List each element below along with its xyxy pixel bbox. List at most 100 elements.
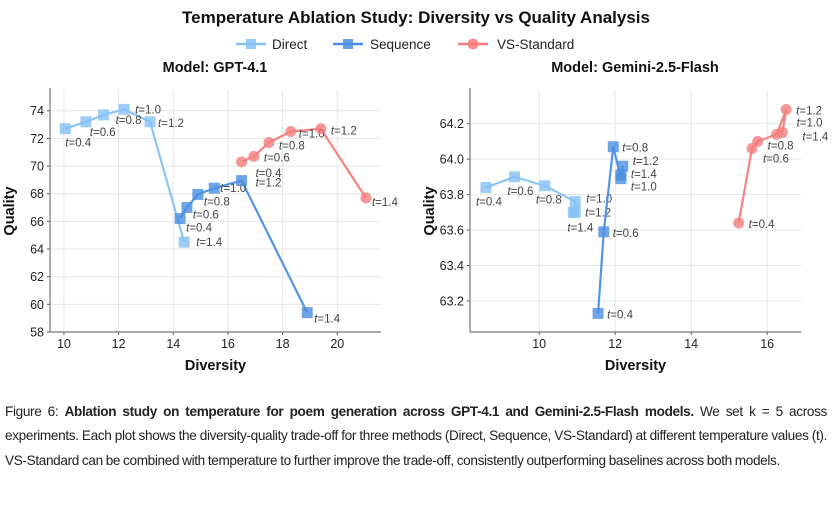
data-point <box>144 116 156 128</box>
data-label: t=1.2 <box>158 118 184 130</box>
data-point <box>263 137 275 149</box>
data-label: t=0.6 <box>613 228 639 240</box>
figure: Temperature Ablation Study: Diversity vs… <box>2 8 829 374</box>
plot-gemini-2-5-flash: Model: Gemini-2.5-Flash 10 12 14 16 63.2 63.4 6… <box>422 60 829 374</box>
data-label: t=0.4 <box>476 197 503 209</box>
y-tick-label: 64.2 <box>440 117 464 131</box>
data-label: t=0.4 <box>186 223 213 235</box>
x-tick-label: 14 <box>166 337 180 351</box>
legend-label-sequence: Sequence <box>370 37 431 52</box>
data-label: t=0.6 <box>193 210 219 222</box>
legend-marker-direct <box>246 39 256 49</box>
data-point <box>236 175 248 187</box>
data-label: t=1.0 <box>797 117 823 129</box>
data-point <box>208 182 220 194</box>
data-label: t=1.2 <box>331 126 357 138</box>
series-vs-standard: t=0.4 t=0.6 t=0.8t=1.0t=1.2 t=1.4 <box>733 104 829 231</box>
data-point <box>178 236 190 248</box>
data-label: t=1.0 <box>220 183 246 195</box>
data-point <box>98 109 110 121</box>
data-point <box>301 307 313 319</box>
data-point <box>752 135 764 147</box>
y-tick-label: 58 <box>30 326 44 340</box>
data-label: t=1.0 <box>586 194 612 206</box>
caption-prefix: Figure 6: <box>5 404 65 419</box>
x-tick-label: 20 <box>330 337 344 351</box>
data-label: t=1.4 <box>196 237 223 249</box>
legend-item-vs-standard: VS-Standard <box>458 37 574 52</box>
series-line <box>737 109 788 224</box>
data-label: t=0.8 <box>116 115 142 127</box>
data-label: t=0.8 <box>768 140 794 152</box>
y-tick-label: 64.0 <box>440 153 464 167</box>
data-point <box>776 127 788 139</box>
y-tick-label: 63.2 <box>440 294 464 308</box>
data-label: t=0.4 <box>65 138 92 150</box>
data-label: t=0.8 <box>536 195 562 207</box>
data-label: t=1.2 <box>256 178 282 190</box>
caption-text: We set k = 5 across experiments. Each pl… <box>5 404 827 468</box>
legend: Direct Sequence VS-Standard <box>236 37 574 52</box>
y-tick-label: 60 <box>30 298 44 312</box>
x-tick-label: 12 <box>608 337 622 351</box>
data-point <box>592 307 604 319</box>
data-point <box>508 171 520 183</box>
x-axis-label: Diversity <box>605 358 666 374</box>
data-point <box>118 103 130 115</box>
data-label: t=0.4 <box>607 309 634 321</box>
y-tick-label: 63.6 <box>440 224 464 238</box>
data-label: t=0.4 <box>256 168 283 180</box>
data-point <box>615 169 627 181</box>
data-label: t=0.8 <box>204 196 230 208</box>
y-tick-label: 68 <box>30 187 44 201</box>
data-label: t=1.4 <box>372 197 399 209</box>
data-label: t=1.4 <box>567 222 594 234</box>
data-label: t=1.4 <box>631 169 658 181</box>
data-point <box>174 213 186 225</box>
x-tick-label: 16 <box>221 337 235 351</box>
plot-title: Model: Gemini-2.5-Flash <box>551 60 719 76</box>
data-label: t=0.6 <box>90 127 116 139</box>
data-point <box>598 226 610 238</box>
x-tick-label: 10 <box>57 337 71 351</box>
data-label: t=1.2 <box>796 106 822 118</box>
data-label: t=1.4 <box>802 132 829 144</box>
data-point <box>360 192 372 204</box>
series-sequence: t=0.4t=0.6t=0.8t=1.0t=1.2t=1.4 <box>592 141 659 321</box>
y-tick-label: 63.8 <box>440 188 464 202</box>
data-label: t=1.0 <box>135 104 161 116</box>
legend-label-vs-standard: VS-Standard <box>497 37 574 52</box>
y-axis-label: Quality <box>422 186 438 235</box>
data-point <box>248 150 260 162</box>
data-label: t=0.6 <box>763 154 789 166</box>
y-tick-label: 72 <box>30 132 44 146</box>
legend-item-direct: Direct <box>236 37 308 52</box>
data-point <box>733 217 745 229</box>
x-tick-label: 10 <box>532 337 546 351</box>
data-label: t=1.4 <box>314 314 341 326</box>
x-tick-label: 14 <box>684 337 698 351</box>
figure-caption: Figure 6: Ablation study on temperature … <box>5 400 827 473</box>
y-tick-label: 66 <box>30 215 44 229</box>
series-sequence: t=0.4t=0.6 t=0.8t=1.0 t=1.2 t=1.4 <box>174 175 341 326</box>
y-tick-label: 74 <box>30 104 44 118</box>
y-axis-label: Quality <box>2 186 18 235</box>
data-point <box>567 206 579 218</box>
y-tick-label: 70 <box>30 160 44 174</box>
y-tick-label: 63.4 <box>440 259 464 273</box>
legend-marker-vs-standard <box>467 38 479 50</box>
data-label: t=0.6 <box>507 186 533 198</box>
data-point <box>569 196 581 208</box>
data-point <box>607 141 619 153</box>
series-direct: t=0.4t=0.6t=0.8t=1.0t=1.2t=1.4 <box>59 103 223 249</box>
data-label: t=0.6 <box>264 152 290 164</box>
legend-item-sequence: Sequence <box>333 37 431 52</box>
data-point <box>285 125 297 137</box>
x-tick-label: 16 <box>760 337 774 351</box>
plot-title: Model: GPT-4.1 <box>163 60 268 76</box>
data-point <box>617 160 629 172</box>
data-point <box>480 182 492 194</box>
data-point <box>236 156 248 168</box>
data-label: t=0.4 <box>749 219 776 231</box>
legend-label-direct: Direct <box>272 37 308 52</box>
